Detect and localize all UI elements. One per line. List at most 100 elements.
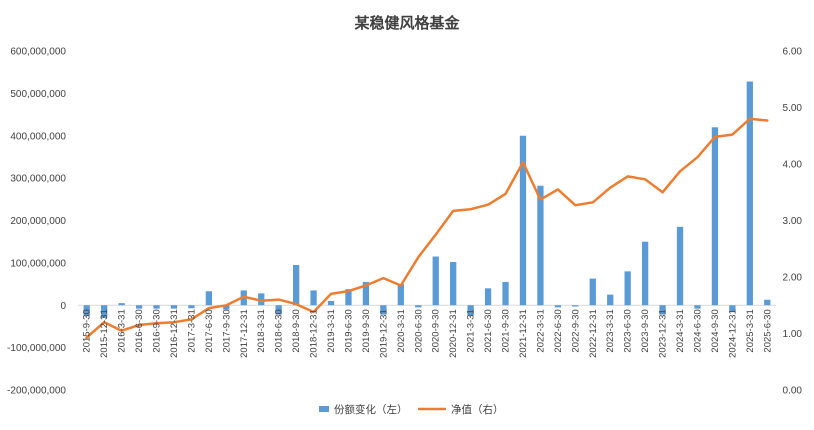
share-change-bar (380, 305, 387, 315)
nav-line (85, 117, 769, 339)
left-axis-tick-label: 600,000,000 (10, 47, 66, 58)
x-axis-tick-label: 2019-3-31 (326, 309, 337, 352)
share-change-bar (746, 81, 753, 306)
left-axis-tick-label: 300,000,000 (10, 174, 66, 185)
share-change-bar (537, 185, 544, 306)
share-change-bar (572, 305, 579, 307)
x-axis-tick-label: 2015-12-31 (99, 309, 110, 358)
share-change-bar (275, 305, 282, 315)
x-axis-tick-label: 2023-12-31 (658, 309, 669, 358)
share-change-bar (118, 303, 125, 306)
legend-bar-label: 份额变化（左） (334, 403, 408, 416)
share-change-bar (624, 271, 631, 306)
x-axis-tick-label: 2021-9-30 (501, 309, 512, 352)
x-axis-tick-label: 2024-9-30 (710, 309, 721, 352)
share-change-bar (607, 294, 614, 306)
x-axis-tick-label: 2019-9-30 (361, 309, 372, 352)
x-axis-tick-label: 2016-12-31 (169, 309, 180, 358)
share-change-bar (310, 290, 317, 306)
x-axis-tick-label: 2019-6-30 (343, 309, 354, 352)
left-axis-tick-label: 100,000,000 (10, 258, 66, 269)
share-change-bar (450, 262, 457, 306)
share-change-bar (589, 278, 596, 306)
share-change-bar (345, 289, 352, 306)
x-axis-tick-label: 2018-3-31 (256, 309, 267, 352)
right-axis-tick-label: 4.00 (783, 160, 803, 171)
x-axis-tick-label: 2022-6-30 (553, 309, 564, 352)
x-axis-ticks: 2015-9-30 2015-12-31 2016-3-31 2016-6-30 201… (82, 309, 774, 358)
x-axis-tick-label: 2020-6-30 (413, 309, 424, 352)
x-axis-tick-label: 2016-9-30 (152, 309, 163, 352)
x-axis-tick-label: 2024-12-31 (727, 309, 738, 358)
left-axis-tick-label: 0 (60, 301, 66, 312)
chart-title: 某稳健风格基金 (354, 14, 460, 32)
share-change-bar (676, 226, 684, 306)
x-axis-tick-label: 2017-9-30 (221, 309, 232, 352)
share-change-bar (101, 305, 108, 318)
share-change-bar (292, 264, 300, 306)
left-axis-tick-label: 400,000,000 (10, 131, 66, 142)
share-change-bar (415, 305, 422, 308)
x-axis-tick-label: 2018-9-30 (291, 309, 302, 352)
right-axis-tick-label: 0.00 (783, 386, 803, 397)
share-change-bar (83, 305, 90, 316)
x-axis-tick-label: 2016-6-30 (134, 309, 145, 352)
share-change-bar (170, 305, 178, 309)
share-change-bar (711, 127, 719, 306)
x-axis-tick-label: 2022-3-31 (535, 309, 546, 352)
left-axis-tick-label: -100,000,000 (7, 343, 66, 354)
share-change-bar (519, 135, 527, 306)
share-change-bar (694, 305, 701, 309)
share-change-bar (153, 305, 160, 309)
right-axis-tick-label: 5.00 (783, 103, 803, 114)
share-change-bar (467, 305, 474, 316)
share-change-bar (502, 281, 509, 306)
right-axis-tick-label: 3.00 (783, 216, 803, 227)
share-change-bar (659, 305, 666, 315)
x-axis-tick-label: 2018-12-31 (309, 309, 320, 358)
right-axis-ticks: 0.00 1.00 2.00 3.00 4.00 5.00 6.00 (783, 47, 803, 397)
share-change-bars (83, 81, 771, 318)
x-axis-tick-label: 2017-12-31 (239, 309, 250, 358)
x-axis-tick-label: 2023-3-31 (605, 309, 616, 352)
share-change-bar (554, 305, 562, 308)
left-axis-ticks: -200,000,000 -100,000,000 0 100,000,000 200,… (7, 47, 66, 397)
x-axis-tick-label: 2020-3-31 (396, 309, 407, 352)
legend-bar-swatch (319, 406, 329, 412)
right-axis-tick-label: 2.00 (783, 273, 803, 284)
x-axis-tick-label: 2024-6-30 (692, 309, 703, 352)
share-change-bar (135, 305, 143, 309)
x-axis-tick-label: 2017-3-31 (186, 309, 197, 352)
legend-line-label: 净值（右） (451, 403, 504, 416)
x-axis-tick-label: 2016-3-31 (117, 309, 128, 352)
legend: 份额变化（左） 净值（右） (319, 403, 504, 416)
x-axis-tick-label: 2024-3-31 (675, 309, 686, 352)
share-change-bar (258, 293, 265, 306)
x-axis-tick-label: 2020-12-31 (448, 309, 459, 358)
share-change-bar (188, 305, 195, 309)
x-axis-tick-label: 2015-9-30 (82, 309, 93, 352)
share-change-bar (397, 284, 404, 306)
x-axis-tick-label: 2021-6-30 (483, 309, 494, 352)
x-axis-tick-label: 2023-9-30 (640, 309, 651, 352)
x-axis-tick-label: 2022-12-31 (588, 309, 599, 358)
x-axis-tick-label: 2022-9-30 (570, 309, 581, 352)
share-change-bar (327, 301, 335, 306)
x-axis-tick-label: 2019-12-31 (378, 309, 389, 358)
x-axis-tick-label: 2018-6-30 (274, 309, 285, 352)
x-axis-tick-label: 2025-3-31 (745, 309, 756, 352)
x-axis-tick-label: 2023-6-30 (623, 309, 634, 352)
share-change-bar (764, 299, 771, 306)
right-axis-tick-label: 6.00 (783, 47, 803, 58)
share-change-bar (729, 305, 736, 312)
share-change-bar (362, 281, 370, 306)
share-change-bar (205, 291, 213, 306)
x-axis-tick-label: 2021-3-31 (466, 309, 477, 352)
share-change-bar (223, 305, 230, 310)
left-axis-tick-label: 500,000,000 (10, 89, 66, 100)
share-change-bar (432, 256, 439, 306)
share-change-bar (484, 288, 492, 306)
right-axis-tick-label: 1.00 (783, 329, 803, 340)
